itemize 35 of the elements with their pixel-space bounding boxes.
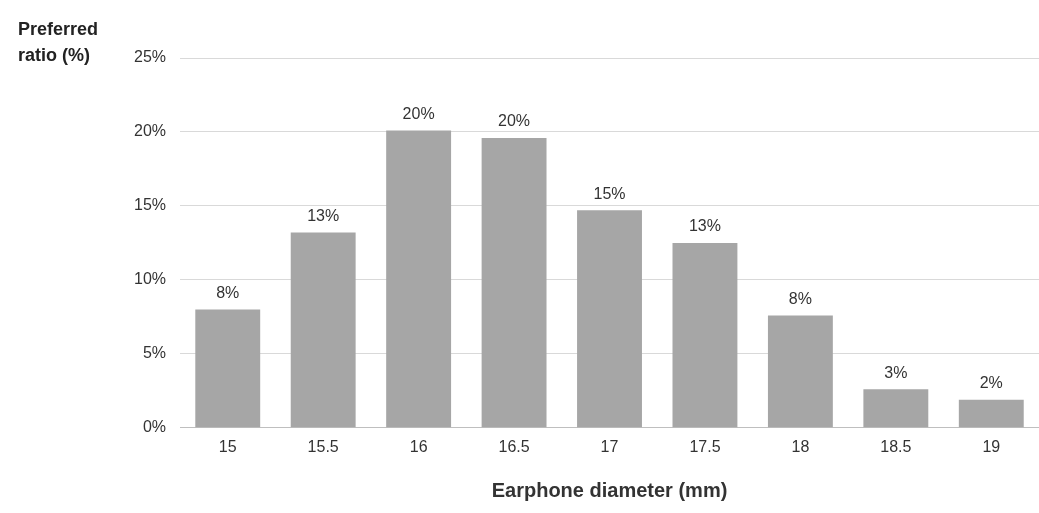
y-tick-label: 10% <box>133 270 167 288</box>
data-label: 2% <box>979 374 1003 392</box>
y-tick-label: 25% <box>133 48 167 66</box>
x-axis-title: Earphone diameter (mm) <box>491 478 728 501</box>
y-tick-label: 20% <box>133 122 167 140</box>
y-tick-label: 5% <box>142 344 167 362</box>
y-tick-label: 15% <box>133 196 167 214</box>
x-tick-label: 17.5 <box>689 437 721 455</box>
bar <box>481 137 547 428</box>
bar <box>863 389 929 428</box>
data-label: 20% <box>402 104 435 122</box>
data-label: 3% <box>884 363 908 381</box>
bar <box>195 309 261 428</box>
bar <box>386 130 452 428</box>
x-tick-label: 15 <box>218 437 237 455</box>
data-label: 8% <box>216 283 240 301</box>
bar <box>290 232 356 428</box>
x-tick-label: 16 <box>409 437 428 455</box>
bar <box>672 242 738 428</box>
bar <box>577 210 642 428</box>
x-tick-label: 18.5 <box>880 437 912 455</box>
data-label: 13% <box>688 217 721 235</box>
data-label: 20% <box>498 112 531 130</box>
x-tick-label: 15.5 <box>307 437 339 455</box>
y-tick-label: 0% <box>142 418 167 436</box>
x-tick-label: 16.5 <box>498 437 530 455</box>
x-tick-label: 17 <box>600 437 619 455</box>
bar <box>767 315 833 428</box>
x-tick-label: 19 <box>982 437 1001 455</box>
x-tick-label: 18 <box>791 437 810 455</box>
data-label: 13% <box>307 206 340 224</box>
data-label: 15% <box>593 184 626 202</box>
bar <box>958 399 1024 428</box>
data-label: 8% <box>788 289 812 307</box>
y-axis-title: Preferred ratio (%) <box>18 18 100 67</box>
